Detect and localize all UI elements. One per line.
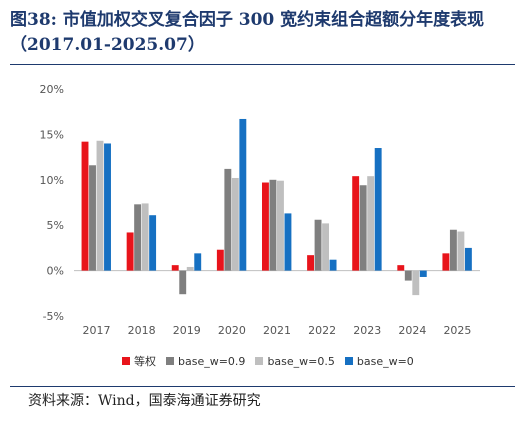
legend-item: base_w=0.9	[166, 353, 245, 369]
bar	[457, 231, 465, 271]
bar-chart: 20% 15% 10% 5% 0% -5% 2017 2018 2019 2020 2021 2022…	[40, 83, 480, 337]
bar	[262, 182, 269, 271]
source-divider	[10, 386, 515, 387]
legend-label: 等权	[134, 355, 156, 368]
bar	[277, 180, 284, 271]
bar	[284, 213, 292, 271]
bar	[126, 232, 134, 271]
bar	[314, 219, 322, 271]
legend-swatch	[344, 357, 353, 365]
bar	[239, 118, 247, 271]
y-tick-label: 5%	[47, 219, 64, 232]
bar	[216, 249, 224, 271]
x-tick-label: 2021	[263, 324, 291, 337]
x-tick-label: 2024	[398, 324, 426, 337]
y-tick-label: 0%	[47, 265, 64, 278]
bar	[224, 168, 232, 271]
legend-swatch	[255, 357, 264, 365]
legend-label: base_w=0.9	[178, 354, 246, 368]
title-divider	[10, 64, 515, 65]
y-tick-label: 20%	[40, 83, 64, 96]
x-tick-label: 2025	[443, 324, 471, 337]
x-tick-label: 2022	[308, 324, 336, 337]
bar	[231, 177, 239, 271]
legend-label: base_w=0	[356, 354, 414, 368]
bar	[307, 255, 315, 271]
bar	[367, 176, 375, 271]
legend-item: base_w=0.5	[255, 353, 335, 369]
figure-title: 图38: 市值加权交叉复合因子 300 宽约束组合超额分年度表现（2017.01…	[10, 10, 485, 55]
y-tick-label: 10%	[40, 174, 64, 187]
legend-label: base_w=0.5	[267, 354, 335, 368]
x-tick-label: 2020	[218, 324, 246, 337]
bar	[464, 247, 472, 271]
bar	[89, 165, 96, 271]
bar	[194, 253, 202, 271]
bar	[104, 143, 111, 271]
x-tick-label: 2023	[353, 324, 381, 337]
bar	[179, 270, 187, 295]
bar	[374, 148, 382, 271]
bar	[96, 140, 104, 271]
bar	[141, 203, 149, 271]
bar	[449, 229, 457, 271]
bar	[269, 179, 277, 271]
bar	[186, 266, 194, 271]
source-note: 资料来源：Wind，国泰海通证券研究	[28, 393, 261, 409]
bar	[329, 259, 337, 271]
bar	[442, 253, 450, 271]
legend-item: 等权	[122, 353, 156, 369]
bar	[352, 176, 360, 271]
y-tick-label: 15%	[40, 128, 64, 141]
bar	[419, 270, 427, 277]
legend-item: base_w=0	[344, 353, 414, 369]
x-tick-label: 2019	[173, 324, 201, 337]
chart-legend: 等权 base_w=0.9 base_w=0.5 base_w=0	[122, 353, 414, 369]
bar	[397, 265, 405, 271]
legend-swatch	[166, 357, 174, 365]
bar	[359, 185, 367, 271]
bar	[171, 265, 179, 271]
x-tick-label: 2018	[128, 324, 156, 337]
y-tick-label: -5%	[43, 310, 64, 323]
bar	[412, 270, 420, 296]
bar	[322, 223, 330, 271]
bar	[404, 270, 412, 281]
bar	[81, 141, 89, 271]
bar	[149, 215, 157, 271]
legend-swatch	[122, 357, 130, 365]
bar	[134, 204, 142, 271]
x-tick-label: 2017	[83, 324, 111, 337]
